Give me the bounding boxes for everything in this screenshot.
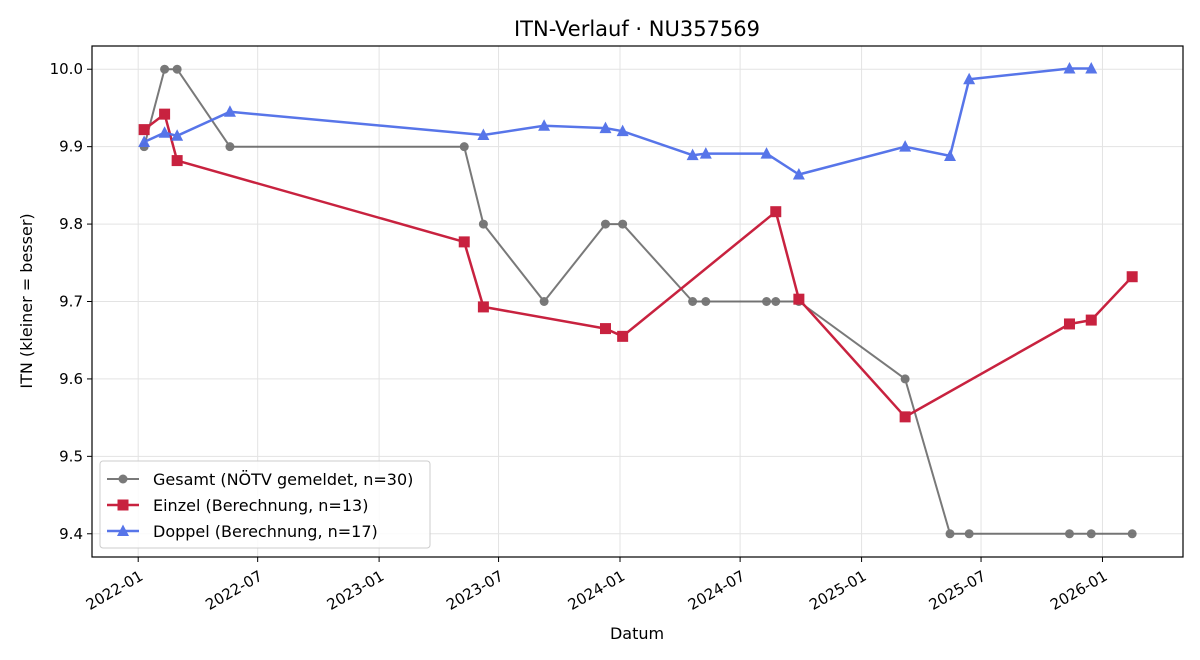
legend-swatch-circle [107, 474, 139, 484]
data-point-circle [771, 297, 781, 306]
data-point-circle [459, 142, 469, 152]
data-point-square [599, 323, 611, 335]
x-axis-label: Datum [610, 624, 664, 643]
data-point-triangle [223, 105, 236, 117]
data-point-triangle [138, 135, 151, 148]
x-tick-label: 2022-07 [202, 567, 265, 614]
data-point-square [1063, 318, 1075, 330]
data-point-circle [945, 529, 955, 539]
series-triangle [138, 61, 1098, 180]
y-tick-label: 9.9 [59, 138, 83, 156]
x-tick-label: 2023-07 [443, 567, 506, 614]
x-tick-label: 2026-01 [1047, 567, 1110, 614]
data-point-triangle [538, 119, 551, 131]
data-point-square [617, 330, 629, 342]
data-point-circle [900, 374, 910, 384]
data-point-circle [539, 297, 549, 306]
data-point-triangle [963, 72, 976, 85]
chart-title: ITN-Verlauf · NU357569 [514, 17, 760, 41]
legend-swatch-triangle [107, 524, 139, 536]
y-tick-label: 9.5 [59, 447, 83, 465]
x-tick-label: 2023-01 [324, 567, 387, 614]
legend-label: Doppel (Berechnung, n=17) [153, 522, 378, 541]
data-point-circle [160, 64, 170, 74]
x-tick-label: 2024-01 [565, 567, 628, 614]
data-point-square [770, 206, 782, 218]
y-tick-label: 9.7 [59, 293, 83, 311]
data-point-circle [1064, 529, 1074, 539]
data-point-triangle [699, 147, 712, 159]
data-point-circle [762, 297, 772, 306]
data-point-circle [600, 219, 610, 229]
data-point-circle [964, 529, 974, 539]
data-point-circle [688, 297, 698, 306]
y-axis-label: ITN (kleiner = besser) [17, 213, 36, 388]
data-point-square [159, 108, 171, 120]
series-line [143, 112, 1134, 419]
data-point-circle [618, 219, 628, 229]
data-point-square [171, 155, 183, 167]
legend-marker-square [117, 499, 129, 511]
data-point-triangle [616, 124, 629, 137]
data-point-triangle [599, 121, 612, 134]
data-point-circle [1127, 529, 1137, 539]
y-tick-label: 9.4 [59, 525, 83, 543]
data-point-square [899, 411, 911, 423]
series-layer [138, 61, 1138, 539]
legend-label: Gesamt (NÖTV gemeldet, n=30) [153, 470, 413, 489]
data-point-circle [478, 219, 488, 229]
legend-label: Einzel (Berechnung, n=13) [153, 496, 368, 515]
x-tick-label: 2025-01 [806, 567, 869, 614]
data-point-triangle [686, 148, 699, 161]
y-tick-label: 10.0 [50, 60, 83, 78]
data-point-triangle [171, 129, 184, 141]
data-point-triangle [1063, 61, 1076, 74]
data-point-square [477, 301, 489, 313]
legend-marker-triangle [117, 524, 129, 536]
data-point-square [793, 293, 805, 305]
series-square [138, 108, 1138, 423]
y-tick-label: 9.6 [59, 370, 83, 388]
legend-swatch-square [107, 499, 139, 511]
data-point-circle [1086, 529, 1096, 539]
data-point-triangle [158, 126, 171, 138]
legend-box [99, 460, 431, 549]
data-point-circle [701, 297, 711, 306]
data-point-triangle [1085, 61, 1098, 74]
data-point-square [138, 124, 150, 136]
data-point-circle [225, 142, 235, 152]
data-point-triangle [792, 168, 805, 180]
data-point-square [1085, 314, 1097, 326]
legend-marker-circle [118, 474, 128, 484]
data-point-triangle [899, 140, 912, 152]
data-point-square [458, 236, 470, 248]
y-tick-label: 9.8 [59, 215, 83, 233]
legend: Gesamt (NÖTV gemeldet, n=30) Einzel (Bere… [99, 460, 431, 549]
data-point-circle [172, 64, 182, 74]
data-point-triangle [760, 147, 773, 159]
data-point-triangle [477, 128, 490, 141]
data-point-triangle [944, 149, 957, 161]
data-point-square [1126, 271, 1138, 283]
x-tick-label: 2025-07 [926, 567, 989, 614]
x-tick-label: 2022-01 [83, 567, 146, 614]
x-tick-label: 2024-07 [685, 567, 748, 614]
